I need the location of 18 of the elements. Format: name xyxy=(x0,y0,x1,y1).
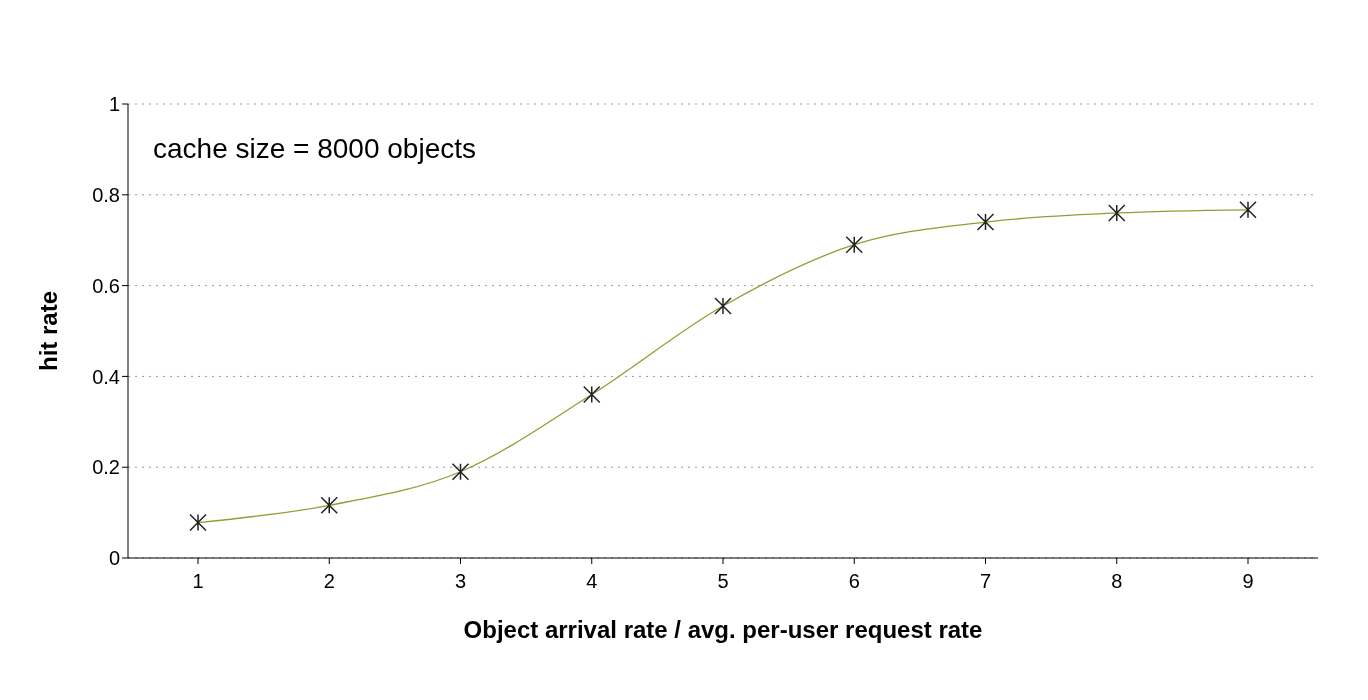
y-axis-title: hit rate xyxy=(34,290,62,372)
y-tick-label: 0.4 xyxy=(92,365,120,388)
y-tick-label: 0 xyxy=(108,547,120,570)
x-tick-label: 4 xyxy=(586,570,598,593)
x-tick-label: 9 xyxy=(1242,570,1254,593)
x-axis-title: Object arrival rate / avg. per-user request rate xyxy=(463,616,983,643)
y-tick-label: 0.6 xyxy=(92,274,120,297)
x-tick-label: 5 xyxy=(717,570,729,593)
x-tick-label: 1 xyxy=(192,570,204,593)
x-tick-label: 6 xyxy=(848,570,860,593)
x-tick-label: 3 xyxy=(454,570,467,593)
x-tick-label: 8 xyxy=(1111,570,1123,593)
x-tick-label: 2 xyxy=(323,570,335,593)
y-tick-label: 1 xyxy=(108,93,120,116)
y-tick-label: 0.8 xyxy=(92,183,120,206)
annotation: cache size = 8000 objects xyxy=(153,133,476,165)
y-tick-label: 0.2 xyxy=(92,456,120,479)
x-tick-label: 7 xyxy=(979,570,992,593)
